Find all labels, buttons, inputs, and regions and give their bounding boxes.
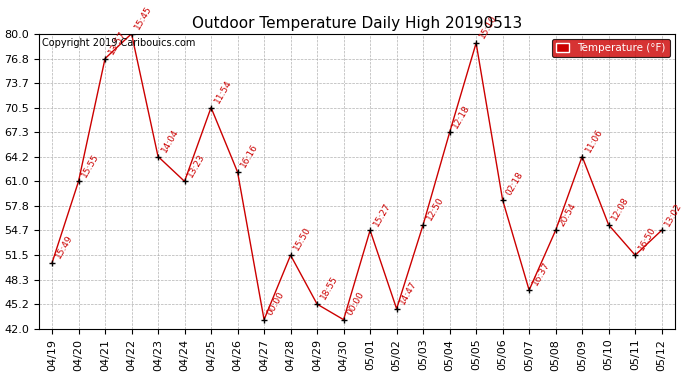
Text: 15:10: 15:10	[477, 13, 498, 40]
Text: 12:50: 12:50	[424, 195, 445, 222]
Text: 13:02: 13:02	[663, 201, 684, 228]
Title: Outdoor Temperature Daily High 20190513: Outdoor Temperature Daily High 20190513	[192, 16, 522, 31]
Text: 14:04: 14:04	[159, 127, 180, 154]
Text: 02:18: 02:18	[504, 170, 524, 197]
Legend: Temperature (°F): Temperature (°F)	[552, 39, 670, 57]
Text: 13:57: 13:57	[106, 29, 127, 56]
Text: 16:50: 16:50	[637, 225, 658, 252]
Text: 00:00: 00:00	[266, 290, 286, 317]
Text: 11:54: 11:54	[213, 78, 233, 105]
Text: 16:37: 16:37	[531, 261, 551, 287]
Text: 12:08: 12:08	[610, 195, 631, 222]
Text: 15:55: 15:55	[80, 152, 101, 178]
Text: 15:50: 15:50	[292, 225, 313, 252]
Text: 11:06: 11:06	[584, 127, 604, 154]
Text: 15:27: 15:27	[371, 201, 392, 228]
Text: 14:47: 14:47	[398, 279, 419, 306]
Text: 12:18: 12:18	[451, 103, 472, 130]
Text: 15:45: 15:45	[133, 4, 154, 31]
Text: 15:49: 15:49	[53, 233, 74, 260]
Text: 20:54: 20:54	[557, 201, 578, 228]
Text: 18:55: 18:55	[319, 274, 339, 302]
Text: 00:00: 00:00	[345, 290, 366, 317]
Text: Copyright 2019 Caribouics.com: Copyright 2019 Caribouics.com	[42, 38, 195, 48]
Text: 13:23: 13:23	[186, 152, 206, 178]
Text: 16:16: 16:16	[239, 142, 259, 169]
